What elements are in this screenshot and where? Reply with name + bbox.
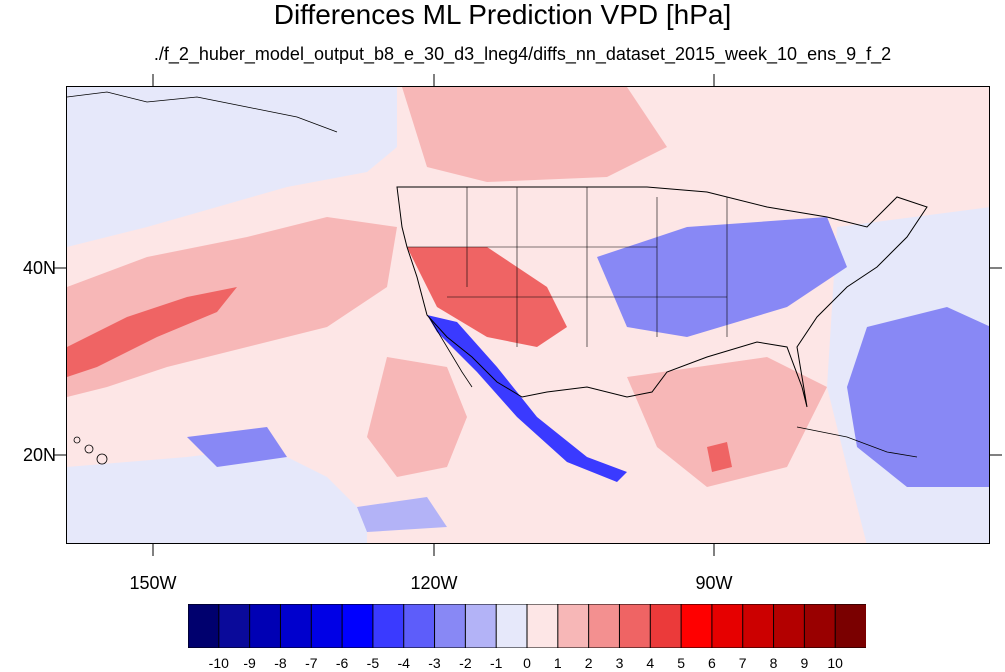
field-negative-hawaii	[187, 427, 287, 467]
colorbar-tick-label: 2	[584, 655, 593, 671]
colorbar-tick-label: 4	[646, 655, 655, 671]
lon-label-120w: 120W	[410, 573, 458, 593]
alaska-coastline	[67, 91, 338, 133]
colorbar-swatch	[341, 604, 374, 648]
field-positive-caribbean-core	[707, 442, 732, 472]
colorbar-tick-label: 7	[738, 655, 747, 671]
field-negative-south	[357, 497, 447, 532]
baja-california	[428, 316, 473, 388]
colorbar-swatch	[803, 604, 837, 648]
colorbar-swatch	[557, 604, 590, 648]
colorbar-swatch	[464, 604, 498, 648]
field-negative-eastern-us	[597, 217, 847, 337]
colorbar-tick-label: -10	[208, 655, 229, 671]
map-canvas	[67, 87, 989, 543]
colorbar-swatch	[773, 604, 806, 648]
colorbar-tick-label: -6	[335, 655, 349, 671]
lat-label-40n: 40N	[22, 258, 56, 278]
colorbar-tick-label: -4	[397, 655, 410, 671]
colorbar	[188, 604, 866, 648]
colorbar-swatch	[310, 604, 344, 648]
colorbar-tick-label: 8	[769, 655, 778, 671]
field-negative-atlantic	[847, 307, 989, 487]
colorbar-tick-label: -9	[243, 655, 256, 671]
caribbean-islands	[796, 426, 918, 458]
colorbar-tick-label: -1	[489, 655, 503, 671]
colorbar-swatch	[649, 604, 683, 648]
colorbar-swatch	[495, 604, 528, 648]
colorbar-tick-label: 1	[553, 655, 562, 671]
colorbar-swatch	[526, 604, 559, 648]
colorbar-tick-label: -2	[459, 655, 472, 671]
colorbar-swatch	[618, 604, 652, 648]
colorbar-swatch	[372, 604, 405, 648]
field-negative-mexico-coast	[427, 315, 627, 482]
colorbar-swatch	[680, 604, 713, 648]
north-america-coastline	[396, 186, 928, 408]
field-positive-gulf	[627, 357, 827, 487]
colorbar-tick-label: -3	[428, 655, 441, 671]
field-neutral-south-pacific	[67, 447, 367, 543]
colorbar-tick-label: 3	[615, 655, 624, 671]
field-neutral-north-pacific	[67, 87, 397, 247]
map-title: Differences ML Prediction VPD [hPa]	[273, 0, 732, 30]
colorbar-swatch	[403, 604, 436, 648]
colorbar-swatch	[218, 604, 251, 648]
colorbar-tick-label: 5	[677, 655, 685, 671]
field-positive-mexico-ocean	[367, 357, 467, 477]
map-subtitle: ./f_2_huber_model_output_b8_e_30_d3_lneg…	[153, 44, 892, 64]
hawaii-islands	[73, 436, 108, 465]
colorbar-swatch	[742, 604, 775, 648]
colorbar-tick-label: 10	[827, 655, 843, 671]
colorbar-swatch	[834, 604, 866, 648]
lon-label-150w: 150W	[129, 573, 177, 593]
field-positive-canada	[402, 87, 667, 182]
colorbar-swatch	[711, 604, 744, 648]
field-positive-pacific-band	[67, 217, 397, 397]
colorbar-tick-label: 9	[800, 655, 809, 671]
colorbar-tick-label: -7	[305, 655, 318, 671]
field-positive-pacific-core	[67, 287, 237, 377]
colorbar-tick-label: -5	[366, 655, 380, 671]
colorbar-swatch	[588, 604, 621, 648]
colorbar-swatch	[188, 604, 220, 648]
colorbar-swatch	[249, 604, 282, 648]
colorbar-swatch	[279, 604, 313, 648]
colorbar-swatch	[434, 604, 467, 648]
colorbar-tick-label: -8	[274, 655, 287, 671]
colorbar-tick-label: 0	[523, 655, 531, 671]
colorbar-tick-label: 6	[707, 655, 716, 671]
lat-label-20n: 20N	[22, 445, 56, 465]
state-boundaries	[407, 187, 728, 347]
vpd-difference-map	[66, 86, 990, 544]
lon-label-90w: 90W	[695, 573, 733, 593]
